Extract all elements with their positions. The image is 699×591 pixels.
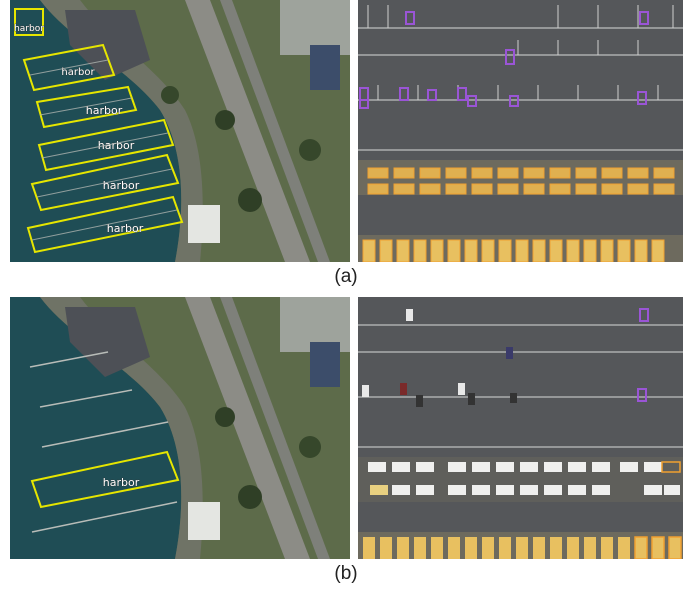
harbor-box: harbor — [37, 118, 175, 172]
harbor-box-label: harbor — [86, 104, 123, 117]
harbor-box-label: harbor — [103, 179, 140, 192]
bus-row-white — [358, 457, 683, 502]
panel-b-parking-image — [358, 297, 683, 559]
parking-aerial-a — [358, 0, 683, 262]
tree — [215, 110, 235, 130]
harbor-box-label: harbor — [61, 67, 95, 78]
caption-a: (a) — [334, 266, 358, 287]
lot-background — [358, 297, 683, 559]
tree — [299, 139, 321, 161]
parking-stripes — [358, 324, 683, 448]
harbor-box-label: harbor — [98, 139, 135, 152]
panel-a-parking-image — [358, 0, 683, 262]
harbor-box-label: harbor — [14, 24, 44, 34]
harbor-aerial-a: harbor harbor harbor harbor harbor harbo… — [10, 0, 350, 262]
bus-row-yellow — [358, 532, 683, 559]
dock-lines — [29, 351, 178, 533]
road — [185, 297, 310, 559]
parking-aerial-b — [358, 297, 683, 559]
road — [185, 0, 310, 262]
harbor-box-label: harbor — [107, 222, 144, 235]
road-lane — [220, 297, 330, 559]
tree — [299, 436, 321, 458]
lot-background — [358, 0, 683, 262]
panel-a-harbor-image: harbor harbor harbor harbor harbor harbo… — [10, 0, 350, 262]
vehicle-detections-purple — [359, 11, 649, 109]
harbor-box: harbor — [26, 195, 184, 254]
dock-lines — [29, 59, 178, 241]
bus-row-2 — [358, 235, 683, 262]
harbor-box-label: harbor — [103, 476, 140, 489]
vehicle-detections-purple — [637, 308, 649, 402]
harbor-box: harbor — [35, 85, 138, 129]
parking-lot — [65, 10, 150, 80]
tree — [215, 407, 235, 427]
parking-stripes — [358, 27, 683, 151]
harbor-aerial-b: harbor — [10, 297, 350, 559]
tree — [238, 188, 262, 212]
harbor-box: harbor — [22, 43, 116, 92]
solar-roof — [310, 45, 340, 90]
harbor-box: harbor — [14, 8, 45, 36]
harbor-box: harbor — [30, 450, 180, 509]
road-lane — [220, 0, 330, 262]
panel-b-harbor-image: harbor — [10, 297, 350, 559]
cars — [362, 309, 517, 407]
harbor-box: harbor — [30, 153, 180, 212]
tree — [238, 485, 262, 509]
water-area — [10, 0, 182, 262]
stall-lines — [367, 5, 674, 100]
caption-b: (b) — [334, 563, 358, 584]
white-building — [188, 205, 220, 243]
parking-lot — [65, 307, 150, 377]
solar-roof — [310, 342, 340, 387]
bus-row-1 — [358, 160, 683, 195]
white-building — [188, 502, 220, 540]
tree — [161, 86, 179, 104]
